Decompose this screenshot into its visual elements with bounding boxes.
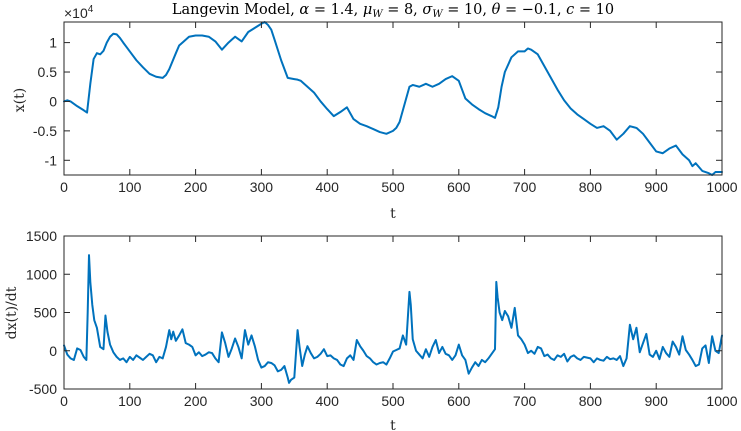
- top-xtick-label: 0: [60, 179, 68, 195]
- top-axes-frame: [63, 21, 723, 176]
- top-xtick-label: 300: [250, 179, 274, 195]
- top-xtick-label: 800: [579, 179, 603, 195]
- bottom-xlabel: t: [390, 418, 396, 431]
- top-ytick-label: 0: [49, 93, 57, 109]
- top-ylabel: x(t): [12, 88, 28, 112]
- top-xtick-label: 700: [513, 179, 537, 195]
- bottom-xtick-label: 900: [645, 393, 669, 409]
- exponent-label: ×104: [64, 4, 94, 21]
- bottom-xtick-label: 200: [184, 393, 208, 409]
- top-xtick-label: 1000: [706, 179, 737, 195]
- top-ytick-label: -1: [45, 152, 58, 168]
- bottom-xtick-label: 400: [316, 393, 340, 409]
- top-xtick-label: 600: [447, 179, 471, 195]
- bottom-ytick-label: 0: [49, 343, 57, 359]
- top-axes: ×104 x(t) t 0 100 200 300 400 500 600 700 800 900…: [12, 4, 738, 222]
- top-xtick-label: 100: [118, 179, 142, 195]
- top-xtick-label: 400: [316, 179, 340, 195]
- top-xlabel: t: [390, 206, 396, 222]
- bottom-ytick-label: 500: [34, 305, 58, 321]
- bottom-xtick-label: 700: [513, 393, 537, 409]
- top-ytick-label: 0.5: [38, 64, 58, 80]
- bottom-series-line: [63, 254, 723, 384]
- bottom-xtick-label: 800: [579, 393, 603, 409]
- bottom-xtick-label: 0: [60, 393, 68, 409]
- bottom-axes: dx(t)/dt t 0 100 200 300 400 500 600 700 800 900 1…: [4, 228, 738, 431]
- bottom-ylabel: dx(t)/dt: [4, 286, 20, 339]
- bottom-xtick-label: 1000: [706, 393, 737, 409]
- figure-title: Langevin Model, α = 1.4, μW = 8, σW = 10…: [172, 2, 614, 20]
- bottom-ytick-label: 1500: [26, 228, 57, 244]
- top-series-line: [63, 21, 723, 176]
- bottom-xtick-label: 300: [250, 393, 274, 409]
- bottom-xtick-label: 600: [447, 393, 471, 409]
- top-xtick-label: 500: [381, 179, 405, 195]
- bottom-ytick-label: -500: [29, 381, 57, 397]
- top-xtick-label: 900: [645, 179, 669, 195]
- bottom-xtick-label: 100: [118, 393, 142, 409]
- top-ytick-label: 1: [49, 35, 57, 51]
- top-xtick-label: 200: [184, 179, 208, 195]
- bottom-xtick-label: 500: [381, 393, 405, 409]
- top-ytick-label: -0.5: [33, 123, 57, 139]
- bottom-ytick-label: 1000: [26, 266, 57, 282]
